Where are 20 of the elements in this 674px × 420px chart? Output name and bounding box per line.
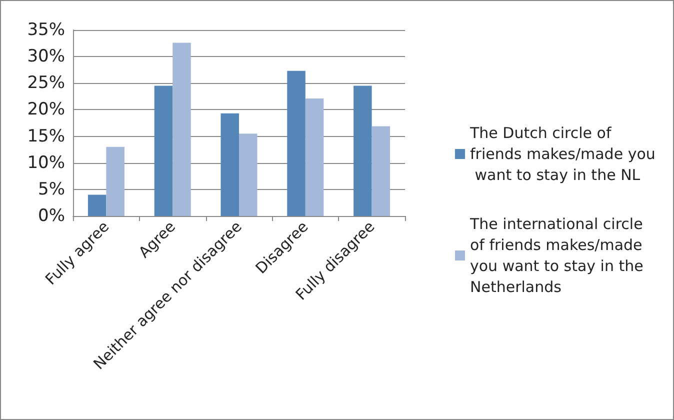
bar [154, 86, 173, 216]
y-tick-label: 25% [27, 73, 65, 94]
bar [172, 42, 191, 216]
y-tick-label: 10% [27, 152, 65, 173]
y-tick-label: 35% [27, 20, 65, 40]
bar [220, 113, 239, 216]
bar [88, 194, 106, 216]
bar [239, 134, 258, 216]
y-tick-label: 0% [38, 206, 65, 226]
y-tick-label: 20% [27, 100, 65, 120]
bar [305, 98, 324, 216]
y-tick-label: 30% [27, 46, 65, 67]
bar [372, 126, 390, 216]
bar [354, 86, 372, 216]
legend-label: The Dutch circle of friends makes/made you want to stay in the NL [469, 124, 656, 184]
bar [106, 146, 124, 216]
y-tick-label: 15% [27, 126, 65, 146]
y-tick-label: 5% [38, 179, 65, 200]
bar [287, 70, 306, 216]
legend-label: The international circle of friends makes/made you want to stay in the Netherlands [469, 215, 648, 296]
